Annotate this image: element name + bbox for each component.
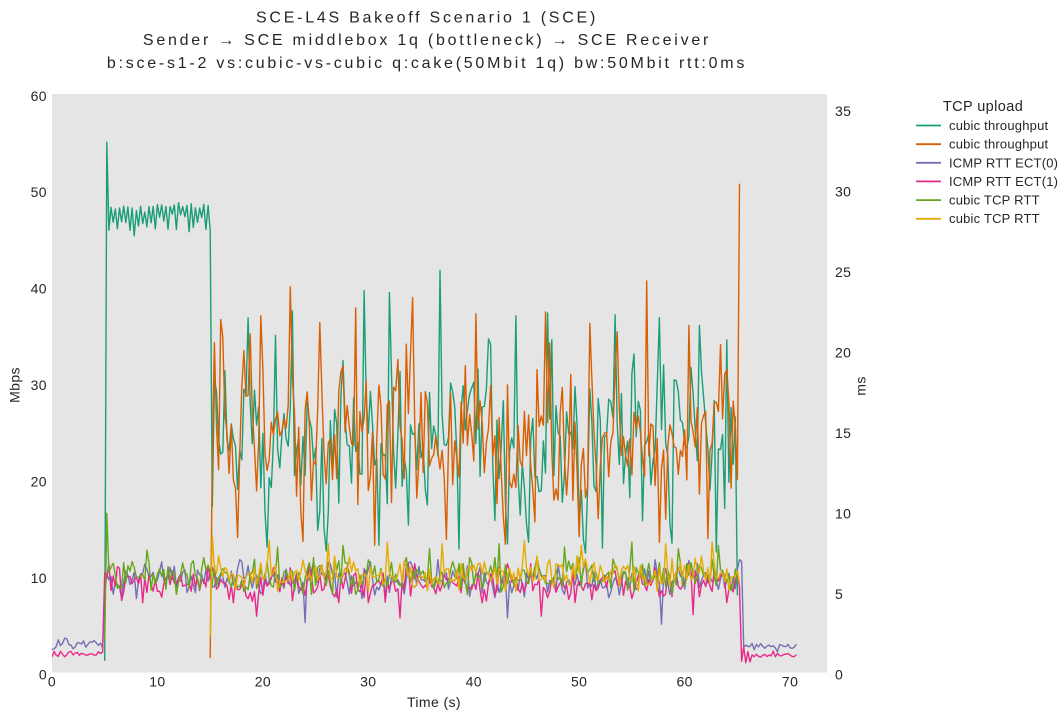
svg-text:20: 20 [255,674,271,690]
svg-text:60: 60 [31,88,47,104]
svg-text:0: 0 [835,666,843,682]
svg-text:5: 5 [835,586,843,602]
svg-text:25: 25 [835,264,851,280]
svg-text:cubic throughput: cubic throughput [949,118,1049,133]
svg-text:40: 40 [31,281,47,297]
svg-text:SCE-L4S Bakeoff Scenario 1 (SC: SCE-L4S Bakeoff Scenario 1 (SCE) [256,9,598,26]
svg-text:Time (s): Time (s) [407,694,461,710]
svg-text:cubic throughput: cubic throughput [949,137,1049,152]
svg-text:ICMP RTT ECT(1): ICMP RTT ECT(1) [949,174,1058,189]
svg-text:Mbps: Mbps [7,367,23,403]
svg-text:30: 30 [835,184,851,200]
svg-text:70: 70 [782,674,798,690]
svg-text:0: 0 [48,674,56,690]
svg-text:40: 40 [466,674,482,690]
svg-text:30: 30 [360,674,376,690]
svg-text:50: 50 [571,674,587,690]
svg-text:TCP upload: TCP upload [943,99,1023,115]
svg-text:cubic TCP RTT: cubic TCP RTT [949,211,1040,226]
svg-text:10: 10 [835,505,851,521]
svg-text:30: 30 [31,377,47,393]
svg-text:10: 10 [31,570,47,586]
svg-text:0: 0 [39,666,47,682]
svg-text:35: 35 [835,103,851,119]
svg-text:10: 10 [149,674,165,690]
svg-text:20: 20 [835,345,851,361]
svg-text:Sender → SCE middlebox 1q (bot: Sender → SCE middlebox 1q (bottleneck) →… [143,32,711,49]
svg-text:cubic TCP RTT: cubic TCP RTT [949,193,1040,208]
svg-text:20: 20 [31,474,47,490]
svg-text:ms: ms [853,376,869,395]
svg-text:15: 15 [835,425,851,441]
svg-text:50: 50 [31,184,47,200]
svg-text:60: 60 [677,674,693,690]
svg-text:ICMP RTT ECT(0): ICMP RTT ECT(0) [949,155,1058,170]
svg-text:b:sce-s1-2 vs:cubic-vs-cubic q: b:sce-s1-2 vs:cubic-vs-cubic q:cake(50Mb… [107,55,747,72]
